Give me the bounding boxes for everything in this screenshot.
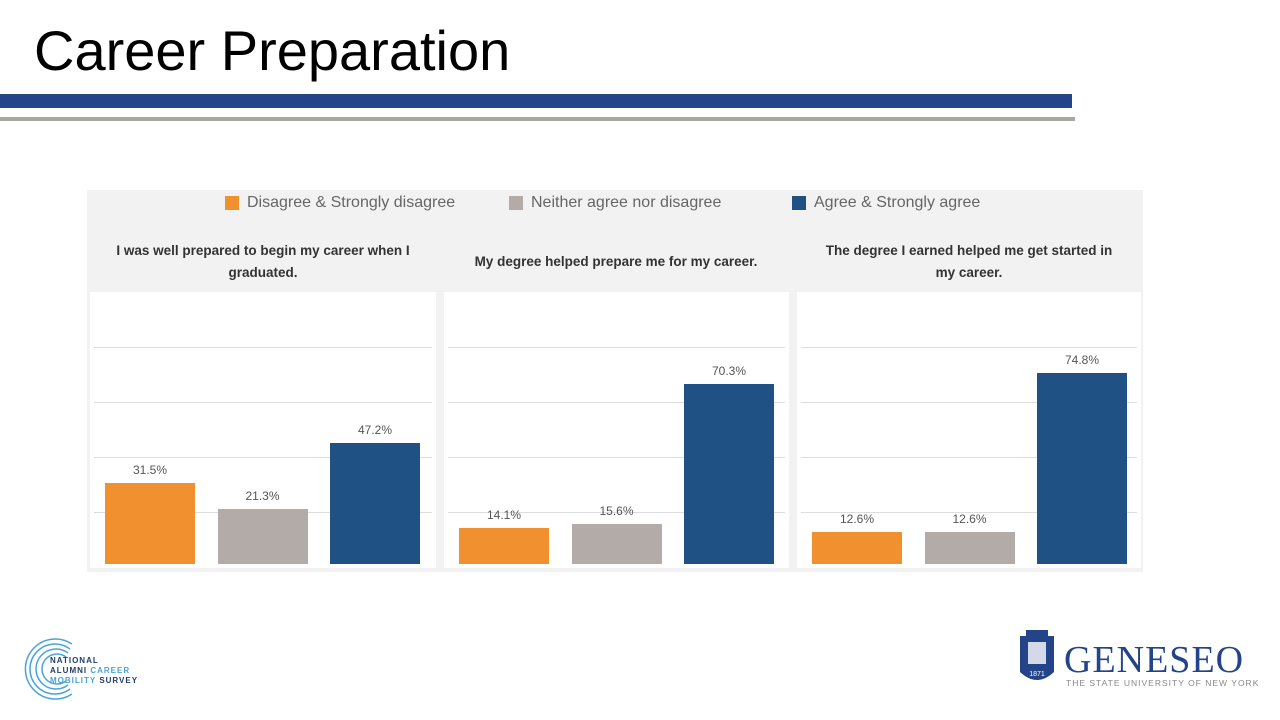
title-rule-gray — [0, 117, 1075, 121]
data-label: 12.6% — [952, 511, 987, 526]
legend: Disagree & Strongly disagree Neither agr… — [87, 194, 1143, 214]
chart-panel-1: 31.5% 21.3% 47.2% — [90, 292, 436, 568]
logo-text: GENESEO — [1064, 639, 1245, 681]
namcs-logo: NATIONAL ALUMNI CAREER MOBILITY SURVEY — [22, 636, 137, 707]
title-rule-blue — [0, 94, 1072, 108]
gridline — [448, 512, 785, 513]
legend-label: Agree & Strongly agree — [814, 194, 981, 211]
data-label: 15.6% — [599, 504, 634, 519]
logo-text: SURVEY — [99, 676, 139, 685]
legend-item-agree: Agree & Strongly agree — [792, 194, 980, 212]
bar-agree — [684, 384, 774, 564]
geneseo-logo: 1871 GENESEO THE STATE UNIVERSITY OF NEW… — [1018, 628, 1258, 693]
gridline — [448, 402, 785, 403]
logo-text: MOBILITY — [50, 676, 97, 685]
chart-title-2: My degree helped prepare me for my caree… — [474, 254, 758, 269]
slide-title: Career Preparation — [34, 19, 511, 82]
data-label: 21.3% — [245, 489, 280, 504]
legend-swatch — [509, 196, 523, 210]
bar-disagree — [459, 527, 549, 564]
bar-neutral — [924, 531, 1015, 564]
data-label: 12.6% — [839, 511, 875, 526]
data-label: 31.5% — [132, 463, 168, 478]
bar-disagree — [812, 531, 902, 564]
data-label: 14.1% — [486, 507, 522, 522]
legend-swatch — [225, 196, 239, 210]
bar-agree — [330, 443, 420, 564]
logo-tagline: THE STATE UNIVERSITY OF NEW YORK — [1066, 678, 1260, 688]
bar-agree — [1037, 372, 1127, 564]
legend-swatch — [792, 196, 806, 210]
gridline — [448, 347, 785, 348]
bar-disagree — [105, 483, 195, 564]
legend-label: Disagree & Strongly disagree — [247, 194, 456, 211]
gridline — [801, 457, 1137, 458]
gridline — [448, 457, 785, 458]
legend-label: Neither agree nor disagree — [531, 194, 722, 211]
gridline — [801, 512, 1137, 513]
gridline — [801, 402, 1137, 403]
legend-item-disagree: Disagree & Strongly disagree — [225, 194, 455, 212]
gridline — [94, 457, 432, 458]
chart-panel-3: 12.6% 12.6% 74.8% — [797, 292, 1141, 568]
svg-text:1871: 1871 — [1029, 671, 1045, 678]
data-label: 74.8% — [1064, 352, 1100, 367]
chart-area: Disagree & Strongly disagree Neither agr… — [87, 190, 1143, 572]
logo-text: NATIONAL — [50, 656, 99, 665]
gridline — [94, 402, 432, 403]
chart-title-3: The degree I earned helped me get starte… — [825, 243, 1113, 280]
legend-item-neutral: Neither agree nor disagree — [509, 194, 721, 212]
chart-panel-2: 14.1% 15.6% 70.3% — [444, 292, 789, 568]
gridline — [801, 347, 1137, 348]
logo-text: CAREER — [90, 666, 131, 675]
bar-neutral — [571, 524, 662, 564]
circle-arcs-icon — [24, 638, 73, 700]
chart-title-1: I was well prepared to begin my career w… — [116, 243, 410, 280]
logo-text: ALUMNI — [50, 666, 88, 675]
gridline — [94, 347, 432, 348]
data-label: 47.2% — [357, 423, 393, 438]
bar-neutral — [217, 509, 308, 564]
shield-tower-icon: 1871 — [1020, 630, 1054, 680]
data-label: 70.3% — [711, 364, 747, 379]
